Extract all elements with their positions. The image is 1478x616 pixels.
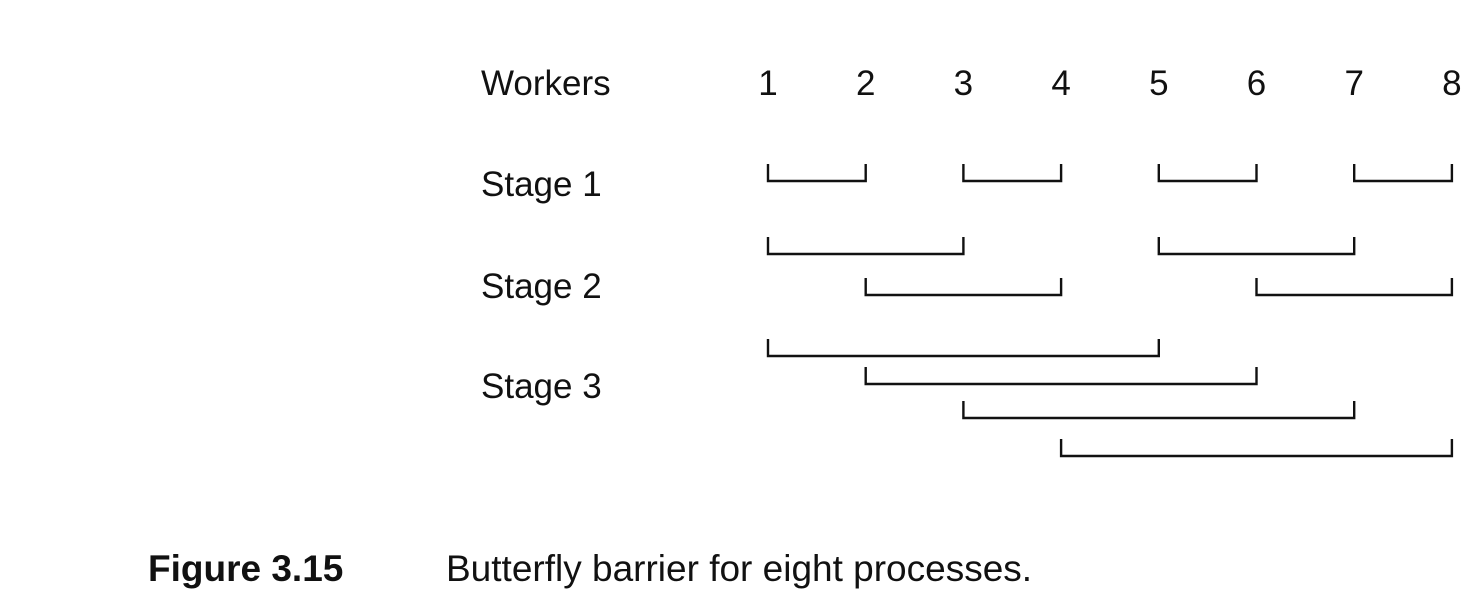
stage-1-bracket-7-8 [1353,164,1454,183]
worker-number-6: 6 [1247,64,1266,103]
stage-2-bracket-1-3 [766,237,965,256]
stage-3-bracket-3-7 [962,401,1356,420]
stage-1-bracket-5-6 [1157,164,1258,183]
stage-3-bracket-2-6 [864,367,1258,386]
stage-2-bracket-5-7 [1157,237,1356,256]
worker-number-5: 5 [1149,64,1168,103]
stage-label-1: Stage 1 [481,165,602,204]
stage-1-bracket-3-4 [962,164,1063,183]
figure-number: Figure 3.15 [148,548,344,589]
stage-2-bracket-6-8 [1255,278,1454,297]
figure-caption: Figure 3.15 Butterfly barrier for eight p… [148,548,1032,590]
figure-caption-text: Butterfly barrier for eight processes. [446,548,1033,589]
stage-3-bracket-1-5 [766,339,1160,358]
stage-label-3: Stage 3 [481,367,602,406]
stage-label-2: Stage 2 [481,267,602,306]
worker-number-8: 8 [1442,64,1461,103]
worker-number-4: 4 [1051,64,1070,103]
worker-number-3: 3 [954,64,973,103]
stage-1-bracket-1-2 [766,164,867,183]
butterfly-barrier-diagram: Workers 1 2 3 4 5 6 7 8 Stage 1 Stage 2 Stage 3 [481,64,1462,458]
worker-number-1: 1 [758,64,777,103]
stage-3-bracket-4-8 [1059,439,1454,458]
stage-2-bracket-2-4 [864,278,1063,297]
worker-number-2: 2 [856,64,875,103]
workers-label: Workers [481,64,611,103]
worker-number-7: 7 [1344,64,1363,103]
